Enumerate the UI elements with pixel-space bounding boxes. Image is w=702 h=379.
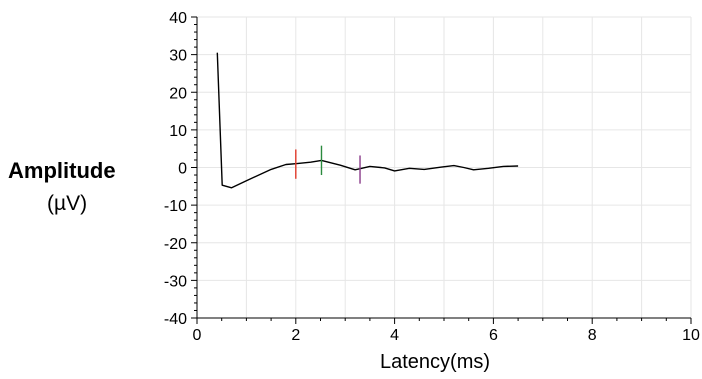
x-tick-label: 8 <box>588 327 597 344</box>
series-line <box>216 52 519 189</box>
y-axis-title: Amplitude <box>8 158 116 183</box>
y-axis-unit: (µV) <box>47 192 88 215</box>
y-tick-label: 20 <box>169 85 187 102</box>
chart-markers <box>295 145 361 184</box>
chart-ticks: 40 30 20 10 0 -10 -20 -30 -40 0 2 4 6 8 10 <box>164 10 700 344</box>
y-tick-label: -40 <box>164 311 187 328</box>
y-tick-label: -30 <box>164 273 187 290</box>
x-tick-label: 10 <box>682 327 700 344</box>
y-tick-label: 40 <box>169 10 187 27</box>
y-tick-label: 30 <box>169 48 187 65</box>
x-tick-label: 0 <box>193 327 202 344</box>
y-tick-label: 10 <box>169 123 187 140</box>
x-axis-title: Latency(ms) <box>380 351 491 373</box>
x-tick-label: 4 <box>390 327 399 344</box>
chart-axes <box>191 16 692 324</box>
y-tick-label: 0 <box>178 161 187 178</box>
y-tick-label: -10 <box>164 198 187 215</box>
chart-series <box>216 52 519 189</box>
x-tick-label: 2 <box>291 327 300 344</box>
y-tick-label: -20 <box>164 236 187 253</box>
x-tick-label: 6 <box>489 327 498 344</box>
